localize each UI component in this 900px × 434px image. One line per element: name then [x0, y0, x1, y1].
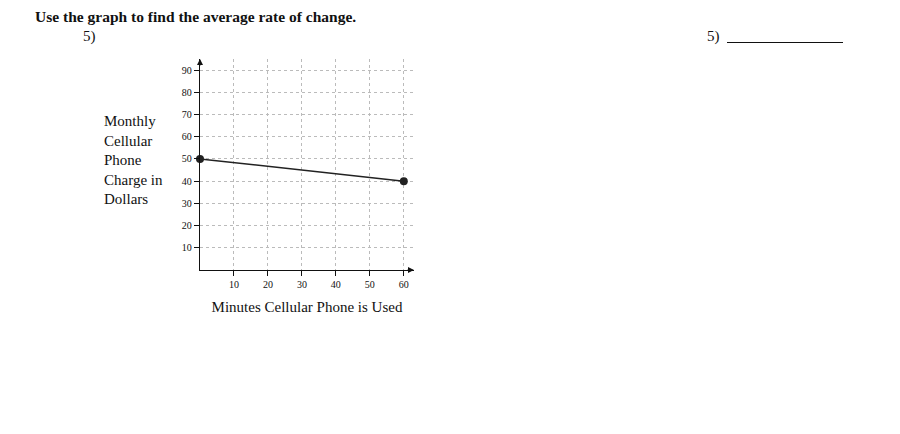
svg-text:60: 60	[399, 279, 409, 290]
html-text:5): 5)	[83, 28, 96, 44]
html-text:5): 5)	[707, 28, 720, 44]
svg-text:30: 30	[297, 279, 307, 290]
svg-text:30: 30	[182, 198, 192, 209]
svg-text:70: 70	[182, 109, 192, 120]
svg-text:10: 10	[229, 279, 239, 290]
svg-text:60: 60	[182, 131, 192, 142]
svg-text:40: 40	[182, 176, 192, 187]
svg-text:50: 50	[365, 279, 375, 290]
svg-text:90: 90	[182, 65, 192, 76]
svg-text:20: 20	[182, 220, 192, 231]
svg-text:Minutes Cellular Phone is Used: Minutes Cellular Phone is Used	[212, 299, 403, 315]
svg-text:MonthlyCellularPhoneCharge inD: MonthlyCellularPhoneCharge inDollars	[104, 113, 163, 207]
svg-text:40: 40	[331, 279, 341, 290]
html-text:Use the graph to find the aver: Use the graph to find the average rate o…	[35, 8, 357, 25]
svg-text:80: 80	[182, 87, 192, 98]
svg-text:10: 10	[182, 242, 192, 253]
svg-text:50: 50	[182, 153, 192, 164]
svg-text:20: 20	[263, 279, 273, 290]
